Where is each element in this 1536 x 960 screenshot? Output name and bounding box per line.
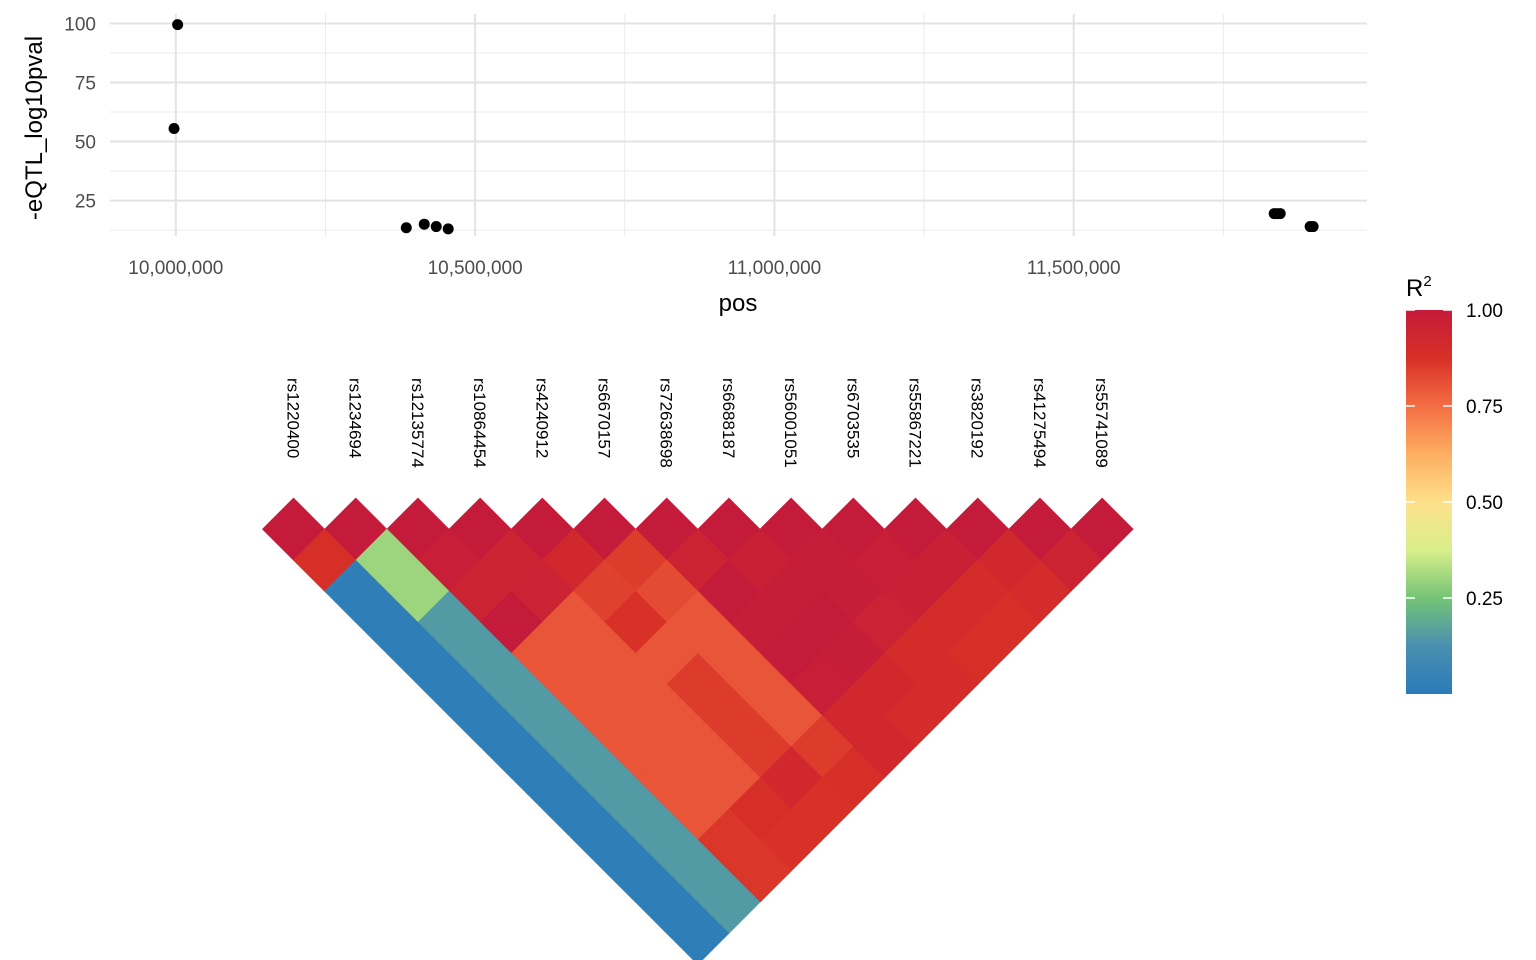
snp-label: rs1220400 [284,378,303,458]
data-point [442,223,454,235]
r2-colorbar-legend: R2 0.25 0.50 0.75 1.00 [1406,273,1503,694]
snp-label: rs41275494 [1030,378,1049,468]
y-tick-labels: 25 50 75 100 [64,14,96,212]
legend-title-superscript: 2 [1423,273,1431,290]
snp-label: rs3820192 [968,378,987,458]
snp-label: rs55867221 [906,378,925,468]
x-tick-label: 11,500,000 [1027,258,1121,279]
x-tick-labels: 10,000,000 10,500,000 11,000,000 11,500,000 [128,258,1120,279]
scatter-points [168,19,1319,235]
data-point [172,19,184,31]
data-point [400,222,412,234]
legend-title: R2 [1406,273,1432,302]
y-tick-label: 100 [64,14,96,35]
x-axis-title: pos [719,290,758,317]
data-point [1307,221,1319,233]
y-tick-label: 50 [75,133,96,154]
snp-label: rs56001051 [781,378,800,468]
snp-label: rs10864454 [470,378,489,468]
y-tick-label: 25 [75,192,96,213]
snp-label: rs72638698 [657,378,676,468]
data-point [1274,208,1286,220]
snp-label: rs12135774 [408,378,427,468]
x-tick-label: 10,500,000 [428,258,523,279]
legend-tick-label: 0.50 [1466,493,1503,514]
data-point [418,218,430,230]
legend-tick-label: 1.00 [1466,301,1503,322]
snp-labels: rs1220400 rs1234694 rs12135774 rs10864454 rs… [284,378,1112,468]
snp-label: rs6703535 [843,378,862,458]
data-point [168,123,180,135]
scatter-gridlines [110,14,1367,236]
legend-tick-label: 0.75 [1466,397,1503,418]
ld-heatmap-panel: rs1220400 / rs1220400: 1rs1234694 / rs12… [261,378,1134,960]
ld-cell: rs1220400 / rs55741089: 0.02 [666,901,730,960]
snp-label: rs6688187 [719,378,738,458]
snp-label: rs1234694 [346,378,365,458]
snp-label: rs55741089 [1092,378,1111,468]
x-tick-label: 11,000,000 [728,258,822,279]
ld-cells: rs1220400 / rs1220400: 1rs1234694 / rs12… [261,497,1134,960]
legend-tick-label: 0.25 [1466,589,1503,610]
data-point [430,221,442,233]
eqtl-scatter-panel: 25 50 75 100 10,000,000 10,500,000 11,000,000… [21,14,1367,317]
y-axis-title: -eQTL_log10pval [21,36,48,220]
y-tick-label: 75 [75,73,96,94]
legend-ticks: 0.25 0.50 0.75 1.00 [1406,301,1503,610]
snp-label: rs6670157 [595,378,614,458]
snp-label: rs4240912 [532,378,551,458]
x-tick-label: 10,000,000 [128,258,223,279]
